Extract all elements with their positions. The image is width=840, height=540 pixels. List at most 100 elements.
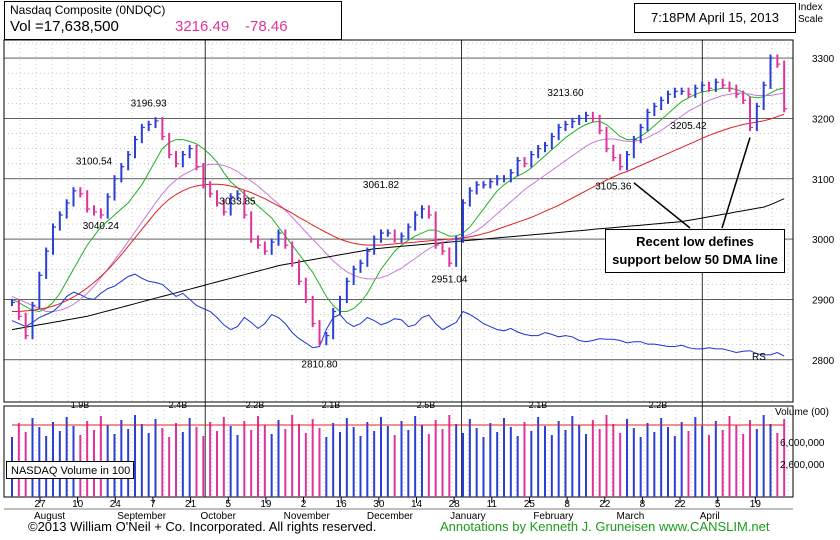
price-bar (291, 241, 296, 267)
price-panel-frame (3, 39, 794, 403)
price-bar (550, 132, 555, 150)
price-bar (209, 181, 214, 198)
price-bar (79, 187, 84, 198)
chart-text: 3300 3200 3100 3000 2900 2800 27 10 24 7 21 5 19 2 16 3… (34, 54, 835, 522)
price-bar (571, 117, 576, 129)
price-bar (72, 187, 77, 207)
price-bar (564, 120, 569, 132)
price-bar (694, 84, 699, 98)
price-label: 3040.24 (83, 221, 120, 232)
price-bar (544, 141, 548, 153)
price-bar (284, 229, 289, 249)
month-label: October (200, 511, 236, 522)
annotation-line2: support below 50 DMA line (612, 252, 778, 267)
price-bar (229, 193, 234, 216)
price-bar (496, 175, 501, 186)
y-tick-label: 3100 (812, 175, 835, 186)
price-bar (175, 151, 179, 168)
month-label: December (367, 511, 414, 522)
price-bar (516, 157, 521, 177)
price-bar (537, 144, 542, 159)
month-label: November (284, 511, 331, 522)
price-bar (578, 114, 583, 126)
price-bar (591, 111, 596, 123)
price-bar (673, 87, 678, 98)
price-bar (400, 232, 405, 243)
price-bar (38, 271, 43, 310)
price-bar (140, 123, 145, 144)
x-tick-label: 19 (750, 499, 762, 510)
rs-label: RS (752, 352, 766, 363)
price-bar (503, 175, 507, 183)
x-tick-label: 8 (640, 499, 646, 510)
price-bar (188, 144, 193, 159)
price-bar (318, 319, 323, 346)
price-bar (17, 298, 22, 320)
x-tick-label: 22 (674, 499, 686, 510)
price-bar (134, 135, 138, 159)
volume-readout: Vol =17,638,500 (10, 18, 119, 35)
price-bar (52, 223, 56, 255)
price-bar (195, 144, 200, 171)
annotation-line1: Recent low defines (636, 234, 754, 249)
price-bar (202, 163, 207, 189)
price-bar (243, 190, 248, 219)
volume-marker-label: 2.1B (322, 400, 341, 410)
price-bar (407, 223, 412, 240)
price-bar (421, 205, 425, 219)
volume-marker-label: 2.4B (169, 400, 188, 410)
y-tick-label: 3300 (812, 54, 835, 65)
x-tick-label: 14 (411, 499, 423, 510)
month-label: April (700, 511, 720, 522)
grid (3, 39, 794, 510)
x-tick-label: 2 (301, 499, 307, 510)
x-tick-label: 10 (72, 499, 84, 510)
volume-marker-label: 2.1B (529, 400, 548, 410)
index-scale-label: Index Scale (798, 2, 823, 26)
price-bar (345, 277, 350, 304)
price-bar (749, 96, 753, 132)
price-bar (427, 205, 432, 219)
x-tick-label: 27 (34, 499, 46, 510)
price-bar (11, 298, 15, 307)
price-bar (742, 90, 747, 104)
price-bar (735, 84, 740, 98)
month-label: August (34, 511, 65, 522)
copyright-text: ©2013 William O'Neil + Co. Incorporated.… (28, 519, 377, 534)
price-bar (86, 190, 91, 213)
volume-panel-frame (3, 405, 794, 498)
price-bar (448, 247, 453, 267)
price-bar (434, 211, 439, 249)
price-label: 3205.42 (670, 121, 707, 132)
price-bar (523, 157, 528, 168)
axis-title-line1: Index (798, 2, 823, 13)
price-bar (708, 81, 712, 92)
x-tick-label: 19 (260, 499, 272, 510)
price-bar (660, 96, 665, 110)
price-bar (714, 78, 719, 92)
annotation-arrows (633, 137, 751, 229)
price-bar (728, 81, 733, 92)
price-bar (441, 241, 446, 255)
price-bar (332, 307, 337, 340)
price-bar (298, 259, 302, 285)
x-tick-label: 28 (449, 499, 461, 510)
volume-marker-label: 2.2B (246, 400, 265, 410)
price-bar (373, 235, 378, 255)
price-bar (216, 190, 220, 207)
series-ma10 (11, 87, 785, 313)
price-bar (667, 90, 671, 104)
price-bar (93, 205, 97, 216)
price-bar (127, 151, 132, 171)
price-bar (646, 108, 651, 132)
volume-legend: NASDAQ Volume in 100 (6, 461, 134, 479)
price-bar (701, 81, 706, 92)
footer: ©2013 William O'Neil + Co. Incorporated.… (0, 514, 840, 540)
price-bar (612, 144, 617, 162)
volume-tick-label: 2,600,000 (780, 460, 825, 471)
price-label: 3213.60 (547, 88, 584, 99)
series-ma21 (11, 92, 785, 312)
price-bar (776, 54, 781, 68)
price-bar (585, 111, 589, 123)
